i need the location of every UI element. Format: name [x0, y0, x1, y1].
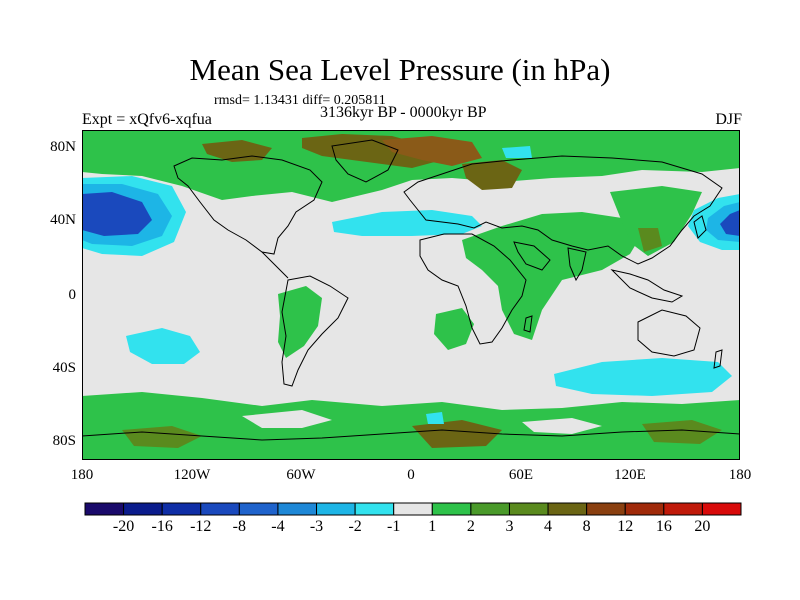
coastlines: [82, 139, 740, 441]
colorbar-label: -3: [309, 518, 324, 535]
arabia-positive-region: [522, 254, 562, 282]
north-america-coast: [173, 155, 323, 255]
colorbar-swatch: [200, 502, 240, 516]
colorbar-swatch: [316, 502, 356, 516]
antarctic-gap-2: [522, 418, 602, 434]
east-asia-positive-region: [610, 186, 702, 256]
south-pacific-negative-region: [126, 328, 200, 364]
season-label: DJF: [715, 111, 742, 128]
lon-label-0: 0: [407, 467, 415, 483]
experiment-label: Expt = xQfv6-xqfua: [82, 111, 212, 128]
lon-label-120e: 120E: [614, 467, 646, 483]
colorbar-swatch: [354, 502, 395, 516]
lat-label-40n: 40N: [50, 212, 76, 228]
madagascar-coast: [523, 315, 533, 333]
colorbar-label: 1: [428, 518, 437, 535]
colorbar-label: -1: [387, 518, 401, 535]
southeast-asia-coast: [610, 269, 684, 303]
pressure-map: [82, 130, 740, 460]
colorbar-swatch: [586, 502, 626, 516]
arctic-small-cyan: [502, 146, 532, 158]
north-pacific-low-right-core: [720, 210, 740, 236]
colorbar-label: 3: [505, 518, 514, 535]
japan-coast: [693, 215, 707, 239]
antarctic-gap-1: [242, 410, 332, 428]
north-pacific-low-left-core: [82, 192, 152, 236]
north-atlantic-olive-region: [462, 160, 522, 190]
colorbar-swatch: [161, 502, 202, 516]
colorbar-swatch: [123, 502, 163, 516]
eurasia-coast: [403, 155, 723, 265]
colorbar-label: -12: [190, 518, 212, 535]
africa-coast: [419, 233, 527, 345]
siberia-brown-region: [382, 136, 482, 166]
colorbar-swatch: [663, 502, 703, 516]
colorbar-label: -4: [271, 518, 285, 535]
colorbar-swatch: [701, 502, 742, 516]
colorbar-label: -8: [232, 518, 246, 535]
colorbar-label: 16: [655, 518, 672, 535]
map-frame: [82, 130, 740, 460]
antarctic-olive-region-1: [412, 420, 502, 448]
colorbar-label: 4: [544, 518, 553, 535]
antarctic-olive-region-2: [642, 420, 722, 444]
colorbar-swatch: [238, 502, 279, 516]
colorbar-swatch: [277, 502, 318, 516]
central-america-coast: [261, 251, 289, 279]
colorbar-label: -2: [348, 518, 362, 535]
east-asia-olive-region: [638, 228, 662, 252]
atlantic-negative-region: [332, 210, 482, 236]
period-label: 3136kyr BP - 0000kyr BP: [320, 104, 487, 121]
lat-label-40s: 40S: [52, 360, 76, 376]
lat-label-80s: 80S: [52, 433, 76, 449]
lon-label-180-right: 180: [728, 467, 752, 483]
colorbar-swatch: [431, 502, 472, 516]
arabia-coast: [513, 241, 551, 271]
map-title: Mean Sea Level Pressure (in hPa): [189, 52, 611, 87]
south-atlantic-positive-region: [434, 308, 474, 350]
colorbar-swatch: [84, 502, 125, 516]
colorbar-label: -16: [151, 518, 173, 535]
south-america-positive-region: [278, 286, 322, 358]
colorbar-swatch: [547, 502, 588, 516]
colorbar-label: 2: [466, 518, 475, 535]
australia-coast: [637, 309, 701, 357]
colorbar-label: 8: [582, 518, 591, 535]
lat-label-80n: 80N: [50, 139, 76, 155]
colorbar-label: 12: [617, 518, 634, 535]
colorbar-swatch: [470, 502, 510, 516]
stats-text: rmsd= 1.13431 diff= 0.205811: [214, 93, 386, 108]
new-zealand-coast: [713, 349, 723, 369]
lon-label-60w: 60W: [286, 467, 316, 483]
colorbar-swatch: [393, 502, 433, 516]
india-coast: [567, 247, 587, 282]
southern-ocean-negative-region: [554, 358, 732, 396]
lon-label-180-left: 180: [70, 467, 94, 483]
lat-label-0: 0: [68, 287, 77, 303]
antarctica-coast: [82, 429, 740, 441]
antarctic-positive-band: [82, 392, 740, 460]
colorbar-swatch: [508, 502, 549, 516]
lon-label-120w: 120W: [173, 467, 211, 483]
colorbar-label: -20: [112, 518, 135, 535]
colorbar: [84, 502, 742, 516]
antarctic-cyan-spot: [426, 412, 444, 424]
colorbar-label: 20: [694, 518, 711, 535]
colorbar-swatch: [624, 502, 665, 516]
greenland-coast: [331, 139, 399, 183]
south-america-coast: [281, 275, 349, 387]
lon-label-60e: 60E: [508, 467, 534, 483]
